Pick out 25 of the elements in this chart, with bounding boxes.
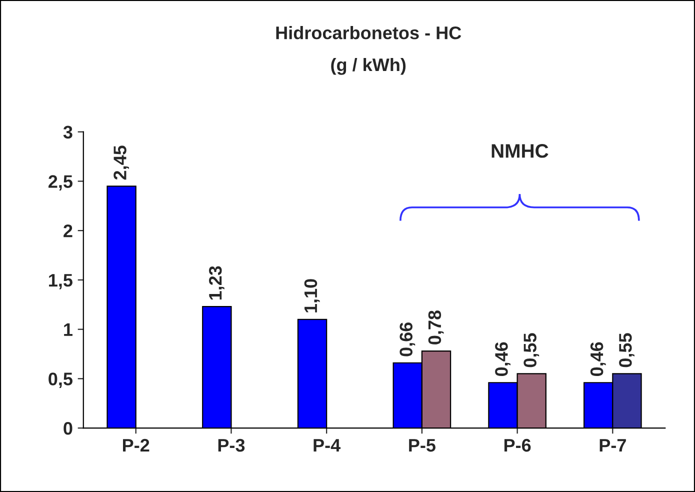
- data-label: 1,10: [304, 279, 320, 312]
- data-label: 0,46: [590, 342, 606, 376]
- chart-subtitle: (g / kWh): [331, 58, 406, 75]
- annotation: NMHC: [492, 144, 548, 158]
- data-label: 0,55: [619, 333, 634, 368]
- x-tick-label: P-4: [314, 439, 341, 452]
- y-tick-label: 2: [64, 224, 72, 238]
- chart-title: Hidrocarbonetos - HC: [276, 26, 462, 40]
- y-tick-label: 0,5: [48, 372, 72, 388]
- x-tick-label: P-3: [218, 438, 245, 452]
- x-tick-label: P-5: [409, 439, 436, 452]
- data-label: 0,78: [428, 310, 444, 344]
- x-tick-label: P-6: [504, 438, 531, 452]
- data-label: 2,45: [114, 146, 130, 180]
- data-label: 0,46: [495, 342, 510, 376]
- y-tick-label: 0: [64, 422, 72, 435]
- y-tick-label: 1,5: [49, 274, 72, 290]
- x-tick-label: P-7: [600, 439, 626, 452]
- y-tick-label: 3: [63, 126, 72, 139]
- y-tick-label: 2,5: [48, 175, 72, 191]
- y-tick-label: 1: [64, 323, 72, 336]
- data-label: 0,55: [524, 333, 540, 368]
- x-tick-label: P-2: [123, 438, 150, 452]
- data-label: 0,66: [400, 322, 416, 356]
- data-label: 1,23: [208, 266, 224, 300]
